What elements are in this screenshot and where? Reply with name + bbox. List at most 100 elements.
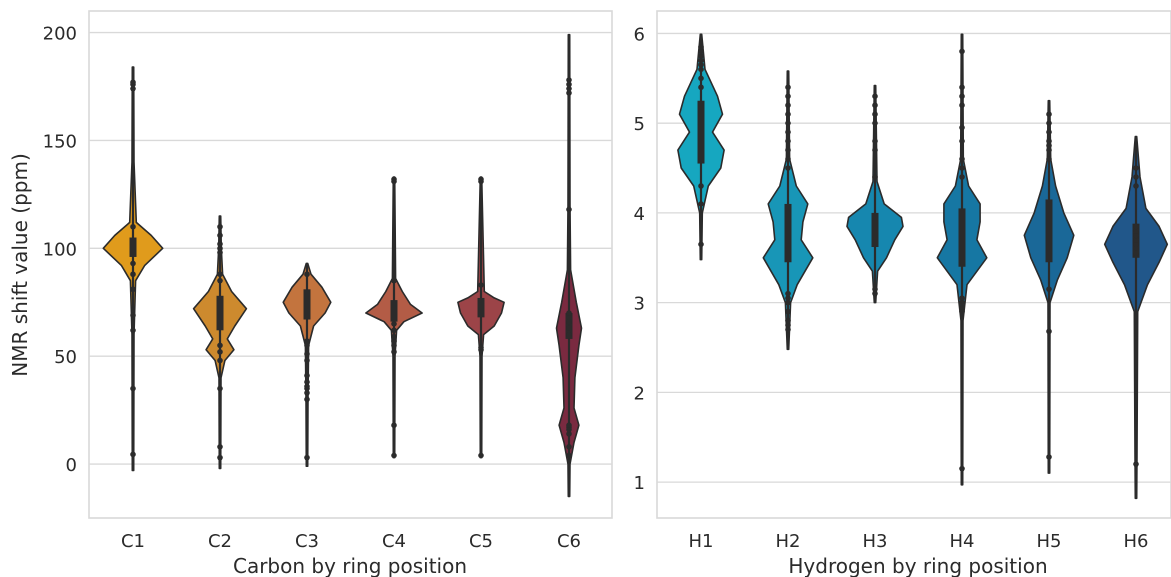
carbon-data-point	[217, 249, 223, 256]
carbon-data-point	[566, 325, 572, 331]
carbon-y-tick-label: 0	[66, 455, 77, 476]
hydrogen-violin-h3	[846, 84, 904, 304]
carbon-data-point	[217, 454, 223, 461]
carbon-x-tick-label: C3	[295, 531, 319, 552]
carbon-data-point	[478, 176, 484, 183]
hydrogen-data-point	[785, 147, 791, 153]
hydrogen-violin-h2	[762, 70, 814, 351]
carbon-data-point	[566, 331, 572, 338]
carbon-data-point	[304, 396, 310, 403]
carbon-violin-iqr	[390, 300, 398, 322]
carbon-violin-c2	[192, 215, 248, 470]
carbon-data-point	[130, 260, 136, 267]
hydrogen-data-point	[1046, 111, 1052, 117]
carbon-data-point	[130, 451, 136, 458]
hydrogen-data-point	[1046, 142, 1052, 149]
carbon-data-point	[130, 327, 136, 334]
carbon-data-point	[304, 357, 310, 364]
hydrogen-data-point	[1046, 328, 1052, 335]
hydrogen-data-point	[1046, 454, 1052, 460]
hydrogen-data-point	[872, 286, 878, 292]
carbon-data-point	[130, 79, 136, 85]
hydrogen-data-point	[959, 174, 965, 180]
hydrogen-violin-panel: 1 2 3 4 5 6 H1 H2 H3 H4 H5 H6	[634, 10, 1171, 552]
carbon-violin-c3	[282, 262, 332, 467]
carbon-data-point	[566, 444, 572, 450]
hydrogen-data-point	[785, 317, 791, 324]
hydrogen-data-point	[1046, 129, 1052, 135]
carbon-violin-iqr	[303, 289, 311, 320]
hydrogen-data-point	[1133, 237, 1139, 243]
hydrogen-data-point	[785, 295, 791, 301]
carbon-data-point	[566, 452, 572, 459]
hydrogen-data-point	[1133, 232, 1139, 239]
hydrogen-x-axis-label: Hydrogen by ring position	[788, 554, 1047, 577]
hydrogen-data-point	[785, 165, 791, 171]
carbon-data-point	[217, 444, 223, 450]
carbon-data-point	[304, 379, 310, 385]
carbon-data-point	[304, 383, 310, 390]
hydrogen-data-point	[698, 66, 704, 73]
hydrogen-data-point	[785, 120, 791, 126]
carbon-data-point	[478, 282, 484, 288]
carbon-x-tick-label: C4	[382, 531, 406, 552]
hydrogen-data-point	[959, 156, 965, 162]
hydrogen-violin-iqr	[697, 100, 705, 164]
hydrogen-data-point	[785, 299, 791, 306]
carbon-y-axis-label: NMR shift value (ppm)	[8, 153, 32, 376]
hydrogen-data-point	[872, 138, 878, 144]
hydrogen-data-point	[698, 75, 704, 82]
hydrogen-data-point	[872, 111, 878, 117]
hydrogen-data-point	[1046, 147, 1052, 153]
carbon-data-point	[217, 223, 223, 230]
hydrogen-violin-iqr	[871, 212, 879, 248]
carbon-data-point	[130, 286, 136, 293]
hydrogen-data-point	[785, 93, 791, 100]
carbon-data-point	[566, 77, 572, 83]
hydrogen-data-point	[959, 308, 965, 315]
carbon-violin-panel: 0 50 100 150 200 C1 C2 C3 C4 C5 C6	[43, 10, 613, 552]
hydrogen-data-point	[785, 156, 791, 162]
carbon-data-point	[391, 176, 397, 183]
carbon-data-point	[566, 310, 572, 316]
hydrogen-violin-iqr	[958, 208, 966, 267]
hydrogen-data-point	[1046, 286, 1052, 292]
carbon-data-point	[217, 271, 223, 278]
carbon-data-point	[566, 206, 572, 213]
hydrogen-data-point	[698, 44, 704, 50]
hydrogen-data-point	[872, 290, 878, 297]
hydrogen-y-tick-label: 6	[634, 24, 645, 45]
hydrogen-y-tick-label: 5	[634, 114, 645, 135]
hydrogen-data-point	[1133, 241, 1139, 248]
hydrogen-data-point	[872, 174, 878, 180]
carbon-data-point	[304, 390, 310, 396]
carbon-y-tick-label: 200	[43, 24, 77, 45]
carbon-violin-c6	[555, 33, 583, 498]
hydrogen-data-point	[785, 326, 791, 333]
hydrogen-data-point	[959, 102, 965, 109]
hydrogen-data-point	[785, 129, 791, 135]
hydrogen-violin-iqr	[1045, 199, 1053, 263]
carbon-x-tick-label: C6	[557, 531, 581, 552]
carbon-x-axis-label: Carbon by ring position	[233, 554, 467, 577]
hydrogen-violin-iqr	[784, 203, 792, 263]
carbon-data-point	[478, 344, 484, 351]
hydrogen-data-point	[1046, 156, 1052, 162]
hydrogen-data-point	[1046, 138, 1052, 144]
carbon-y-tick-label: 100	[43, 239, 77, 260]
hydrogen-data-point	[698, 84, 704, 91]
carbon-data-point	[391, 349, 397, 355]
hydrogen-data-point	[785, 102, 791, 109]
carbon-data-point	[391, 327, 397, 334]
hydrogen-data-point	[959, 465, 965, 472]
carbon-data-point	[217, 385, 223, 392]
hydrogen-violin-h5	[1023, 99, 1075, 474]
carbon-violin-iqr	[477, 297, 485, 318]
carbon-data-point	[391, 277, 397, 284]
carbon-data-point	[304, 342, 310, 349]
carbon-data-point	[304, 338, 310, 344]
hydrogen-x-tick-label: H3	[863, 531, 888, 552]
carbon-data-point	[566, 431, 572, 437]
hydrogen-data-point	[959, 165, 965, 171]
carbon-data-point	[217, 232, 223, 239]
